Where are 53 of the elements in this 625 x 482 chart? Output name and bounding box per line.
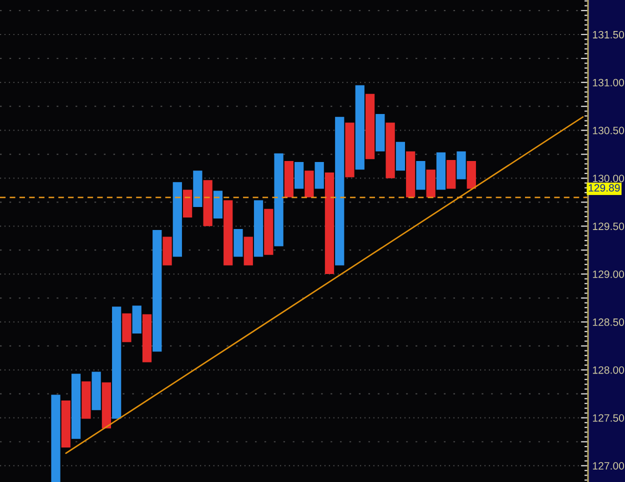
y-tick-label: 129.50	[592, 222, 624, 230]
bar	[294, 162, 304, 189]
y-tick-label: 131.50	[592, 30, 624, 38]
bar	[284, 160, 294, 198]
y-tick-label: 127.50	[592, 414, 624, 422]
y-tick-label: 128.00	[592, 366, 624, 374]
bar	[142, 314, 152, 362]
bar	[254, 200, 264, 257]
bar	[426, 170, 436, 198]
bar	[51, 394, 60, 482]
bar	[355, 85, 364, 170]
bar	[172, 182, 182, 257]
bar	[61, 400, 70, 448]
bar	[162, 236, 172, 266]
bar	[324, 172, 334, 274]
bar	[224, 200, 233, 266]
bar	[304, 170, 314, 198]
bar	[182, 190, 192, 218]
bar	[82, 381, 91, 419]
bar	[102, 382, 112, 428]
bar	[112, 306, 122, 419]
bar	[314, 162, 324, 189]
bar	[456, 151, 466, 180]
y-tick-label: 129.00	[592, 270, 624, 278]
bar	[92, 372, 101, 410]
bar	[446, 160, 456, 189]
y-tick-label: 130.00	[592, 174, 624, 182]
y-tick-label: 131.00	[592, 78, 624, 86]
bar	[132, 306, 142, 334]
bar	[406, 151, 416, 198]
bar	[71, 374, 81, 439]
bar	[365, 94, 375, 160]
bar	[234, 229, 243, 257]
bar	[264, 208, 274, 255]
bar	[386, 122, 395, 178]
bar	[193, 170, 202, 207]
bar	[396, 142, 406, 171]
bar	[466, 160, 476, 189]
bar	[335, 116, 344, 266]
y-tick-label: 127.00	[592, 462, 624, 470]
bar	[213, 190, 223, 218]
y-tick-label: 128.50	[592, 318, 624, 326]
bar	[416, 160, 426, 190]
annotation: 129.89	[588, 184, 620, 192]
y-tick-label: 130.50	[592, 126, 624, 134]
bar	[345, 122, 354, 178]
bar	[376, 114, 385, 152]
bar	[274, 153, 284, 246]
bar	[436, 152, 446, 190]
bar	[244, 236, 253, 266]
bar	[122, 313, 132, 342]
bar	[203, 180, 212, 226]
bar	[152, 230, 162, 352]
